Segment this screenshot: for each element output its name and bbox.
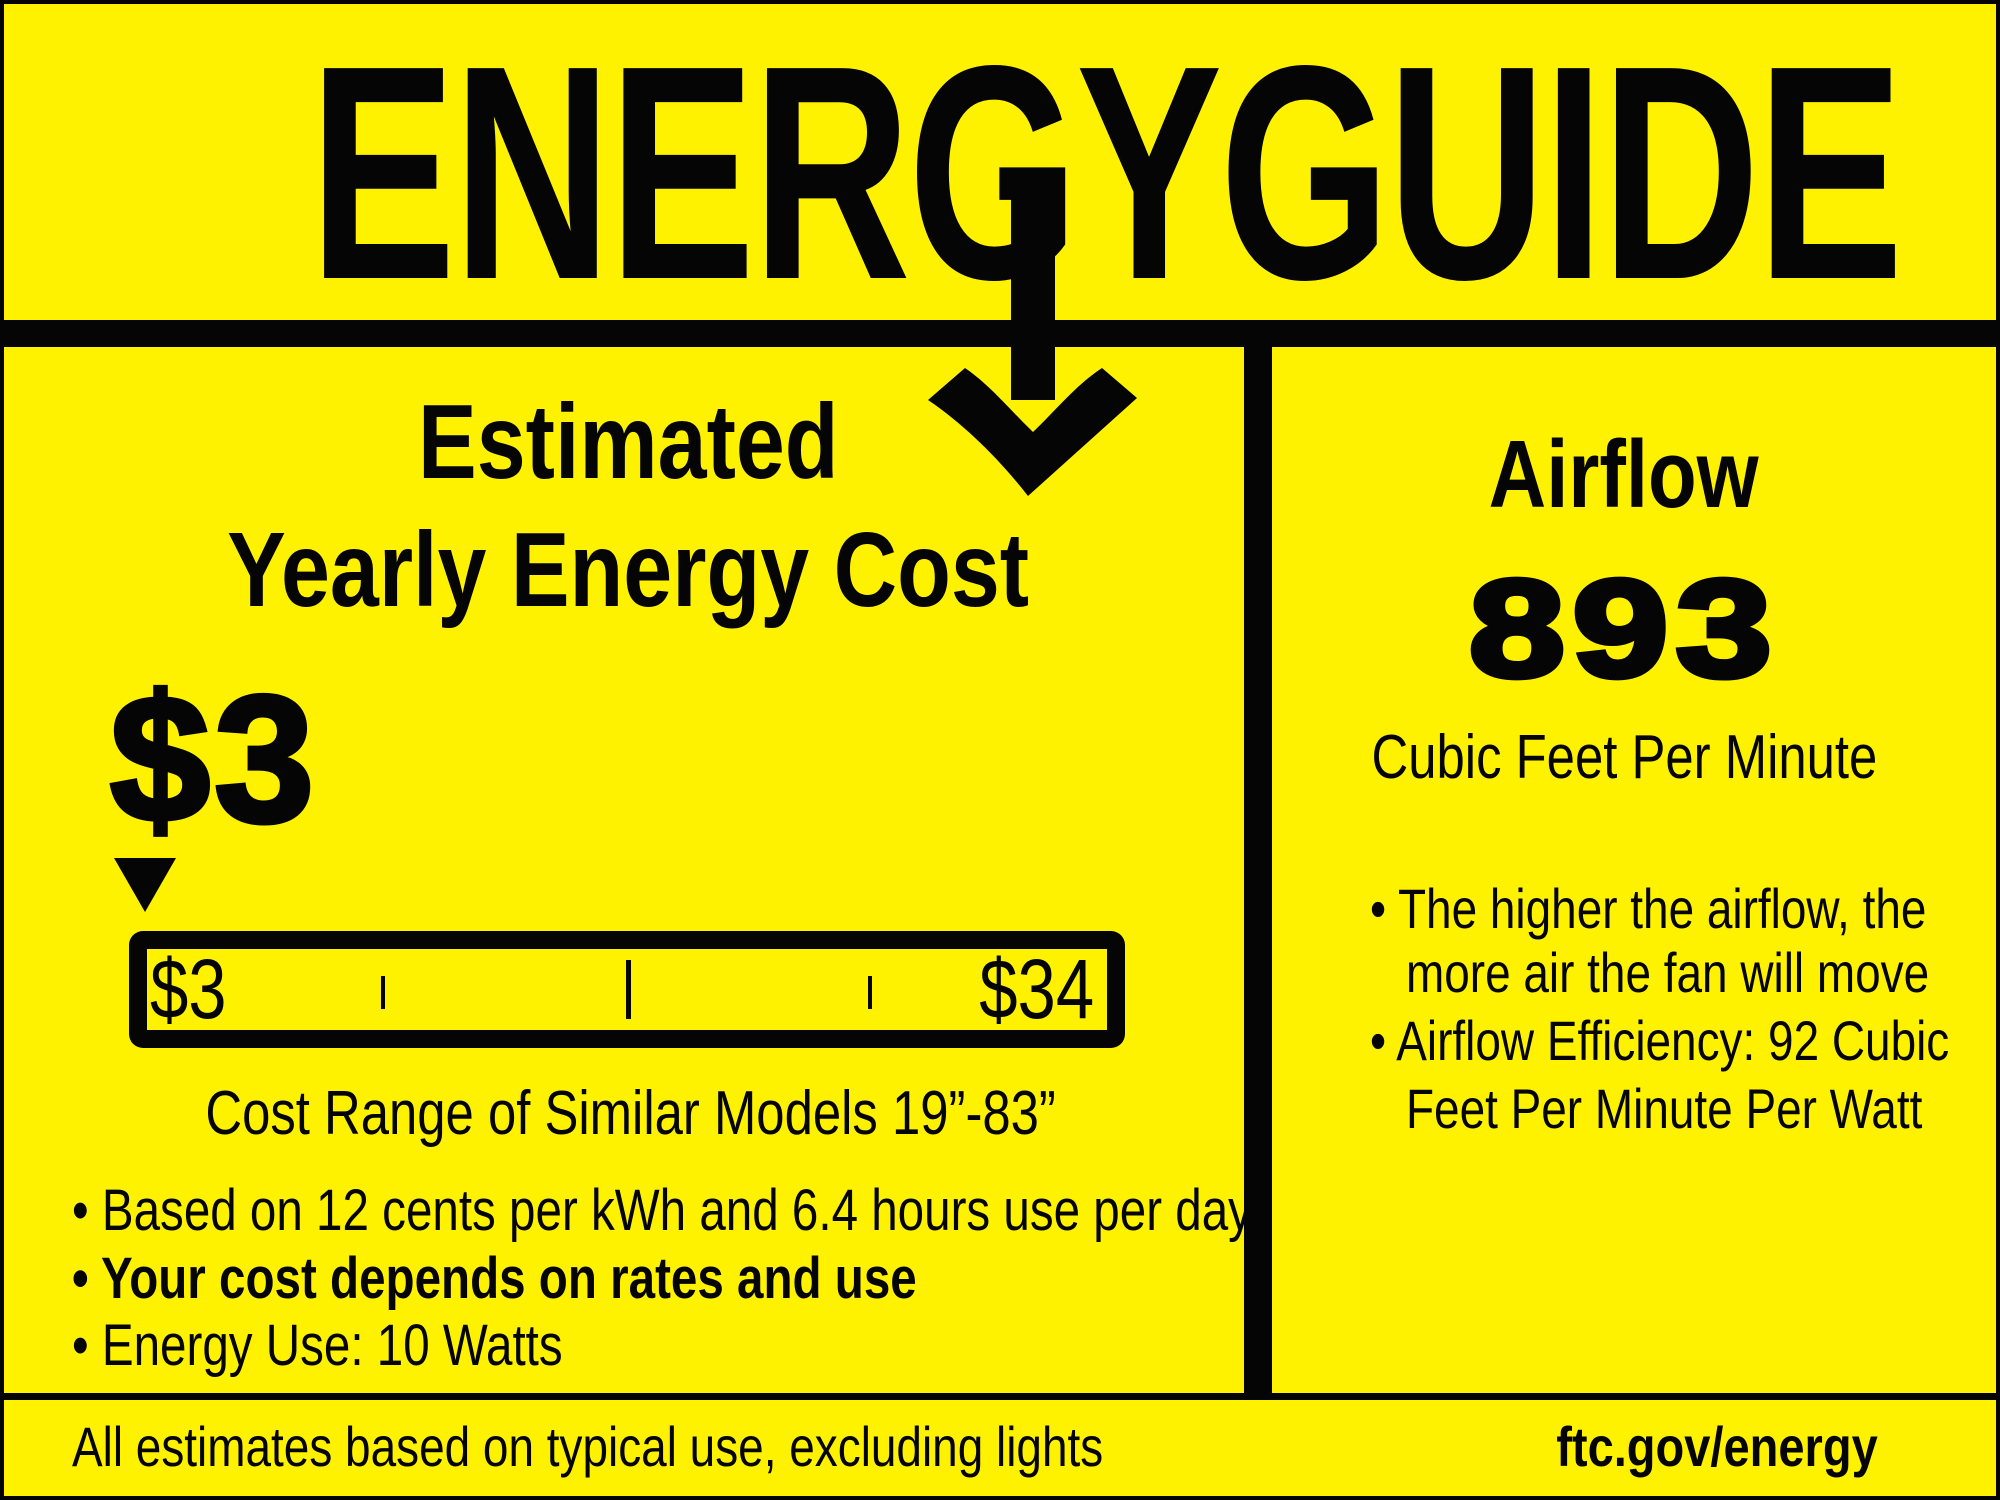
airflow-heading: Airflow	[1488, 421, 1760, 528]
scale-tick-middle	[626, 960, 631, 1019]
header-divider	[0, 320, 2000, 347]
scale-max-label: $34	[979, 942, 1094, 1036]
scale-tick	[868, 976, 872, 1009]
airflow-bullet-line1: • The higher the airflow, the	[1370, 877, 1927, 940]
cost-range-scale	[129, 931, 1125, 1048]
ftc-link[interactable]: ftc.gov/energy	[1556, 1415, 1878, 1478]
footer-note: All estimates based on typical use, excl…	[72, 1415, 1104, 1478]
airflow-unit: Cubic Feet Per Minute	[1371, 723, 1877, 792]
airflow-bullet-line2: more air the fan will move	[1406, 941, 1930, 1004]
cost-range-note: Cost Range of Similar Models 19”-83”	[205, 1079, 1057, 1148]
cost-heading-line1: Estimated	[417, 383, 839, 501]
footer-divider	[0, 1393, 2000, 1400]
cost-heading-line2: Yearly Energy Cost	[227, 511, 1029, 629]
cost-bullet-bold: • Your cost depends on rates and use	[72, 1246, 917, 1311]
cost-marker-triangle-icon	[114, 858, 176, 912]
energy-use-bullet: • Energy Use: 10 Watts	[72, 1313, 563, 1378]
airflow-efficiency-line2: Feet Per Minute Per Watt	[1406, 1077, 1923, 1140]
vertical-divider	[1244, 347, 1272, 1395]
estimated-cost-value: $3	[107, 657, 319, 862]
scale-tick	[381, 976, 385, 1009]
scale-min-label: $3	[150, 942, 227, 1036]
airflow-value: 893	[1465, 551, 1780, 707]
arrow-down-icon	[928, 170, 1137, 496]
cost-bullet: • Based on 12 cents per kWh and 6.4 hour…	[72, 1178, 1252, 1243]
energyguide-logo: ENERGYGUIDE	[309, 2, 1903, 343]
airflow-efficiency-line1: • Airflow Efficiency: 92 Cubic	[1370, 1009, 1950, 1072]
